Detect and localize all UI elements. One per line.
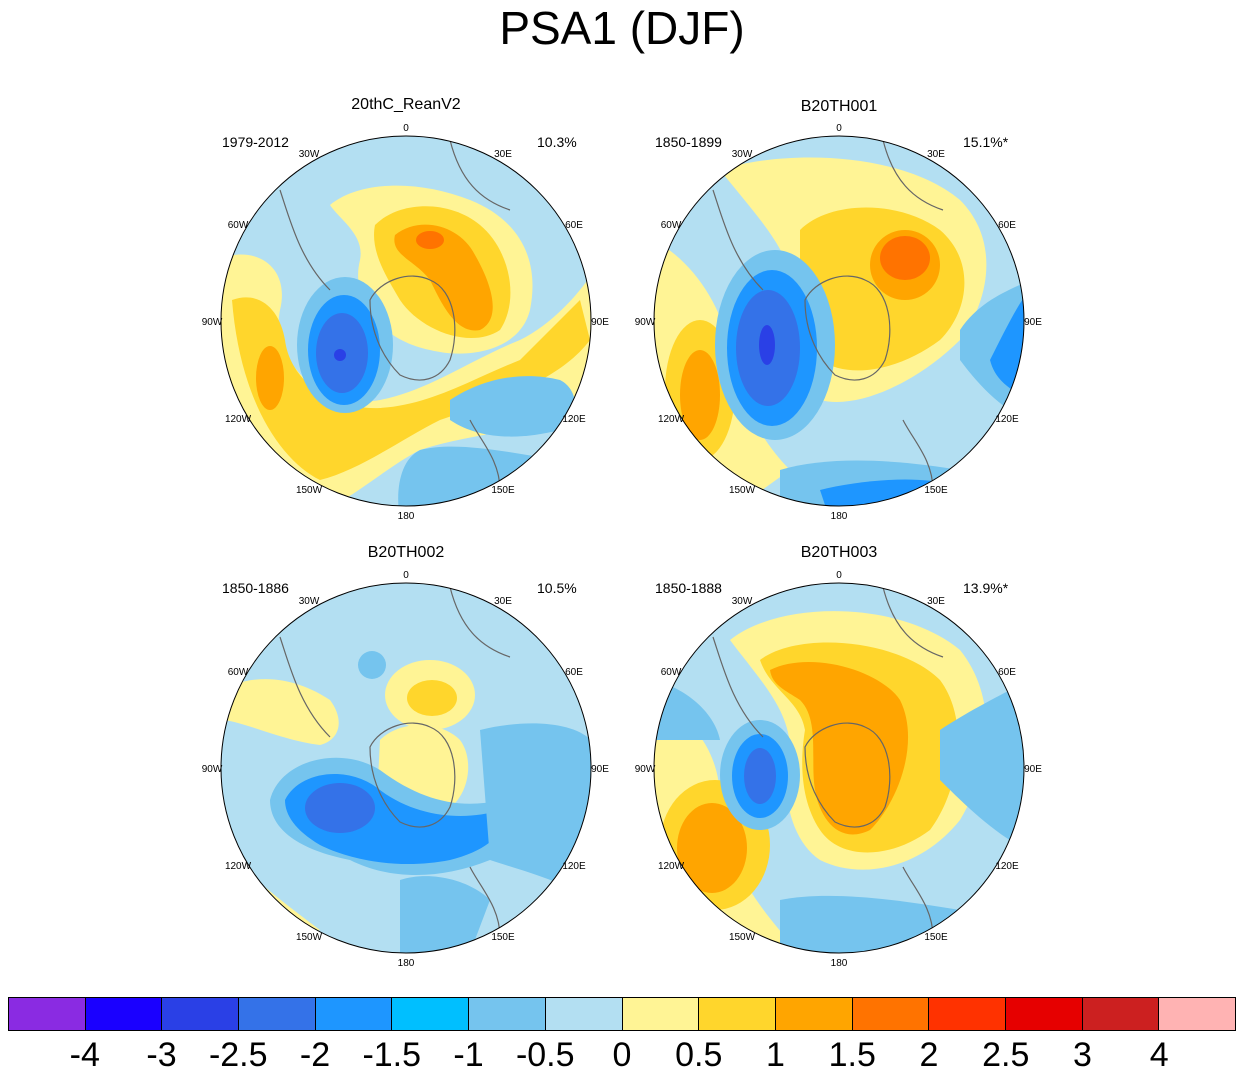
longitude-label: 30W [732,596,753,607]
longitude-label: 90E [1024,317,1042,328]
panel-percent-3: 10.5% [537,580,577,596]
longitude-label: 120E [995,414,1019,425]
longitude-label: 60W [228,667,249,678]
longitude-label: 60E [998,220,1016,231]
colorbar-box [1082,998,1160,1030]
page-title: PSA1 (DJF) [499,2,745,54]
colorbar-box [545,998,623,1030]
longitude-label: 150E [924,932,948,943]
colorbar-label: -2.5 [208,1036,268,1074]
colorbar-box [929,998,1006,1030]
longitude-label: 120W [658,861,685,872]
colorbar-label: 4 [1149,1036,1169,1074]
longitude-labels: 0 30E 60E 90E 120E 150E 180 150W 120W 90W 60W 30W 0 3… [202,123,1043,969]
colorbar-box [852,998,930,1030]
longitude-label: 0 [403,570,409,581]
longitude-label: 90W [635,764,656,775]
longitude-label: 180 [398,958,415,969]
colorbar-label: 3 [1073,1036,1092,1074]
longitude-label: 60W [661,667,682,678]
panel-title-3: B20TH002 [367,544,445,561]
longitude-label: 150E [491,485,515,496]
longitude-label: 150E [491,932,515,943]
longitude-label: 60E [565,220,583,231]
colorbar [8,997,1236,1031]
colorbar-box [469,998,546,1030]
panel-title-1: 20thC_ReanV2 [351,96,461,113]
longitude-label: 30W [299,596,320,607]
colorbar-label: -1.5 [362,1036,422,1074]
panel-percent-2: 15.1%* [963,134,1009,150]
longitude-label: 120W [225,861,252,872]
colorbar-label: -4 [69,1036,100,1074]
longitude-label: 180 [831,958,848,969]
colorbar-label: 2.5 [982,1036,1030,1074]
longitude-label: 90E [591,317,609,328]
panel-period-2: 1850-1899 [655,134,722,150]
longitude-label: 120W [658,414,685,425]
longitude-label: 60E [998,667,1016,678]
map-panel-1 [220,135,592,507]
longitude-label: 0 [836,123,842,134]
longitude-label: 120E [562,414,586,425]
longitude-label: 150W [296,485,323,496]
colorbar-label: -3 [146,1036,177,1074]
colorbar-box [622,998,700,1030]
colorbar-box [1159,998,1235,1030]
panel-percent-1: 10.3% [537,134,577,150]
longitude-label: 60W [661,220,682,231]
colorbar-box [315,998,393,1030]
colorbar-box [162,998,240,1030]
longitude-label: 90W [202,317,223,328]
longitude-label: 90E [1024,764,1042,775]
longitude-label: 90W [202,764,223,775]
colorbar-box [239,998,316,1030]
polar-maps: 0 30E 60E 90E 120E 150E 180 150W 120W 90W 60W 30W 0 3… [202,123,1043,969]
panel-period-1: 1979-2012 [222,134,289,150]
panel-title-2: B20TH001 [800,98,878,115]
map-panel-2 [653,135,1025,507]
colorbar-label: 1.5 [828,1036,876,1074]
longitude-label: 0 [403,123,409,134]
longitude-label: 150W [729,485,756,496]
colorbar-box [85,998,163,1030]
longitude-label: 120W [225,414,252,425]
longitude-label: 90W [635,317,656,328]
longitude-label: 30W [299,149,320,160]
panel-period-3: 1850-1886 [222,580,289,596]
longitude-label: 150W [729,932,756,943]
longitude-label: 90E [591,764,609,775]
longitude-label: 0 [836,570,842,581]
longitude-label: 30E [494,149,512,160]
map-panel-4 [653,582,1025,954]
longitude-label: 60W [228,220,249,231]
colorbar-label: 0 [612,1036,632,1074]
longitude-label: 30E [927,149,945,160]
longitude-label: 180 [398,511,415,522]
colorbar-box [9,998,86,1030]
longitude-label: 120E [562,861,586,872]
longitude-label: 30E [494,596,512,607]
colorbar-label: 2 [919,1036,939,1074]
longitude-label: 30E [927,596,945,607]
longitude-label: 150E [924,485,948,496]
colorbar-box [775,998,853,1030]
colorbar-label: -2 [299,1036,331,1074]
longitude-label: 30W [732,149,753,160]
colorbar-label: -0.5 [515,1036,575,1074]
panel-period-4: 1850-1888 [655,580,722,596]
colorbar-box [392,998,470,1030]
longitude-label: 150W [296,932,323,943]
longitude-label: 60E [565,667,583,678]
colorbar-label: 1 [766,1036,785,1074]
longitude-label: 120E [995,861,1019,872]
longitude-label: 180 [831,511,848,522]
colorbar-box [699,998,776,1030]
colorbar-label: -1 [453,1036,484,1074]
colorbar-box [1005,998,1083,1030]
panel-title-4: B20TH003 [800,544,878,561]
map-panel-3 [220,582,592,954]
panel-percent-4: 13.9%* [963,580,1009,596]
colorbar-label: 0.5 [675,1036,723,1074]
